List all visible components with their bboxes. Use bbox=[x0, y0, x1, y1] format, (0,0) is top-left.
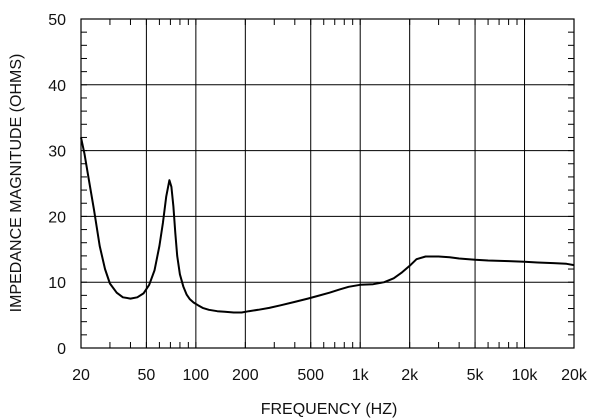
x-tick-label: 5k bbox=[467, 367, 485, 384]
x-tick-label: 20k bbox=[561, 367, 588, 384]
x-tick-label: 10k bbox=[512, 367, 539, 384]
y-tick-label: 10 bbox=[48, 275, 66, 292]
y-tick-label: 30 bbox=[48, 144, 66, 161]
y-tick-label: 40 bbox=[48, 78, 66, 95]
plot-frame bbox=[80, 18, 575, 349]
x-tick-labels: 20 50 100 200 500 1k 2k 5k 10k 20k bbox=[72, 367, 588, 384]
minor-ticks bbox=[80, 18, 575, 349]
x-tick-label: 20 bbox=[72, 367, 90, 384]
y-tick-label: 20 bbox=[48, 209, 66, 226]
x-tick-label: 50 bbox=[137, 367, 155, 384]
y-tick-labels: 0 10 20 30 40 50 bbox=[48, 12, 66, 358]
x-tick-label: 1k bbox=[352, 367, 370, 384]
x-tick-label: 2k bbox=[401, 367, 419, 384]
grid bbox=[80, 18, 575, 349]
y-tick-label: 0 bbox=[57, 341, 66, 358]
y-tick-label: 50 bbox=[48, 12, 66, 29]
x-axis-label: FREQUENCY (HZ) bbox=[261, 401, 398, 418]
y-axis-label: IMPEDANCE MAGNITUDE (OHMS) bbox=[8, 54, 25, 313]
x-tick-label: 500 bbox=[297, 367, 324, 384]
impedance-curve bbox=[80, 137, 575, 314]
x-tick-label: 200 bbox=[232, 367, 259, 384]
x-tick-label: 100 bbox=[183, 367, 210, 384]
